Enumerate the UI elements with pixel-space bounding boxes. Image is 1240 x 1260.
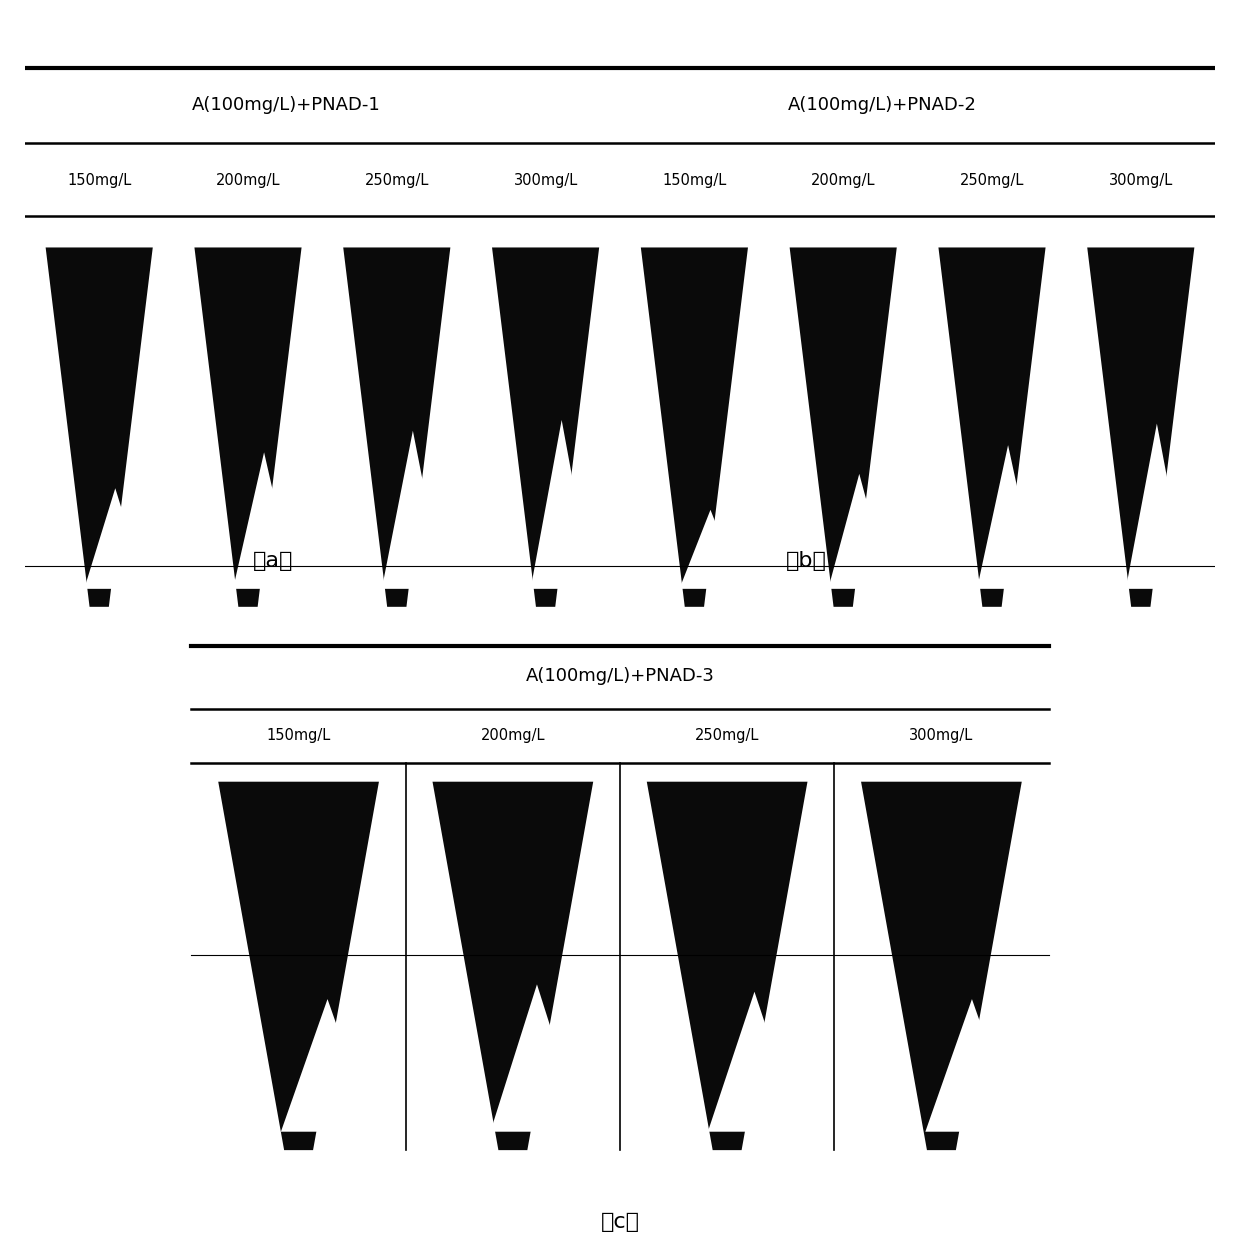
Point — [827, 755, 842, 770]
Text: 300mg/L: 300mg/L — [909, 728, 973, 743]
Text: 150mg/L: 150mg/L — [662, 174, 727, 188]
Point — [184, 948, 198, 963]
Polygon shape — [218, 781, 379, 1150]
Point — [613, 755, 627, 770]
Text: 200mg/L: 200mg/L — [216, 174, 280, 188]
Point — [398, 755, 413, 770]
Text: 200mg/L: 200mg/L — [811, 174, 875, 188]
Polygon shape — [490, 984, 584, 1131]
Text: 250mg/L: 250mg/L — [365, 174, 429, 188]
Polygon shape — [46, 247, 153, 607]
Point — [398, 1143, 413, 1158]
Text: 300mg/L: 300mg/L — [1109, 174, 1173, 188]
Polygon shape — [492, 247, 599, 607]
Polygon shape — [861, 781, 1022, 1150]
Point — [184, 755, 198, 770]
Polygon shape — [343, 247, 450, 607]
Polygon shape — [195, 247, 301, 607]
Text: A(100mg/L)+PNAD-3: A(100mg/L)+PNAD-3 — [526, 667, 714, 685]
Polygon shape — [433, 781, 593, 1150]
Text: 250mg/L: 250mg/L — [960, 174, 1024, 188]
Point — [184, 701, 198, 716]
Polygon shape — [281, 999, 374, 1131]
Text: 300mg/L: 300mg/L — [513, 174, 578, 188]
Point — [184, 639, 198, 654]
Text: 200mg/L: 200mg/L — [481, 728, 546, 743]
Polygon shape — [641, 247, 748, 607]
Point — [1042, 948, 1056, 963]
Polygon shape — [84, 488, 146, 588]
Polygon shape — [925, 999, 1018, 1131]
Polygon shape — [647, 781, 807, 1150]
Point — [613, 1143, 627, 1158]
Polygon shape — [708, 992, 801, 1131]
Text: （a）: （a） — [253, 551, 293, 571]
Text: 250mg/L: 250mg/L — [694, 728, 759, 743]
Text: （c）: （c） — [600, 1212, 640, 1232]
Text: 150mg/L: 150mg/L — [67, 174, 131, 188]
Polygon shape — [1087, 247, 1194, 607]
Polygon shape — [1126, 423, 1188, 588]
Text: （b）: （b） — [786, 551, 826, 571]
Text: 150mg/L: 150mg/L — [267, 728, 331, 743]
Polygon shape — [382, 431, 444, 588]
Polygon shape — [790, 247, 897, 607]
Polygon shape — [939, 247, 1045, 607]
Point — [1042, 639, 1056, 654]
Polygon shape — [531, 420, 593, 588]
Point — [1042, 701, 1056, 716]
Text: A(100mg/L)+PNAD-1: A(100mg/L)+PNAD-1 — [192, 97, 381, 115]
Polygon shape — [977, 445, 1039, 588]
Point — [827, 1143, 842, 1158]
Point — [1042, 755, 1056, 770]
Text: A(100mg/L)+PNAD-2: A(100mg/L)+PNAD-2 — [787, 97, 976, 115]
Polygon shape — [828, 474, 890, 588]
Polygon shape — [233, 452, 295, 588]
Polygon shape — [680, 510, 742, 588]
